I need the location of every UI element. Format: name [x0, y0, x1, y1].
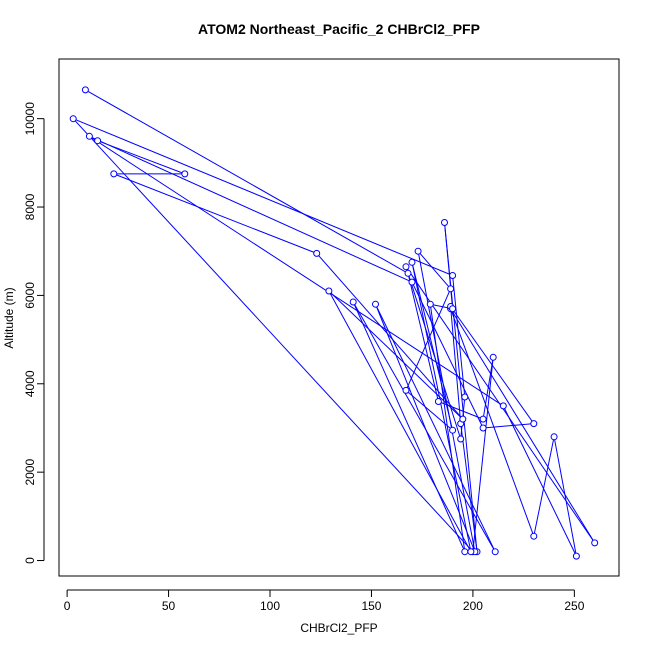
data-point — [426, 300, 434, 308]
data-point — [181, 170, 189, 178]
series-segment — [417, 251, 476, 552]
x-tick-label: 250 — [564, 599, 584, 613]
plot-area — [58, 58, 620, 577]
x-axis: 0 50 100 150 200 250 — [64, 589, 585, 613]
series-segment — [97, 140, 185, 175]
y-axis-label: Altitude (m) — [2, 287, 16, 348]
data-point — [110, 170, 118, 178]
series-segment — [450, 306, 462, 424]
data-point — [457, 435, 465, 443]
data-point — [461, 548, 469, 556]
series-segment — [411, 262, 472, 552]
series-segment — [483, 423, 534, 429]
series-segment — [375, 303, 496, 552]
series-segment — [438, 401, 484, 420]
data-point — [530, 420, 538, 428]
series-segment — [73, 118, 453, 276]
series-segment — [452, 275, 466, 398]
data-point — [449, 305, 457, 313]
data-point — [402, 263, 410, 271]
data-point — [69, 115, 77, 123]
y-axis: 0 2000 4000 6000 8000 10000 — [23, 102, 45, 564]
x-tick-label: 50 — [162, 599, 176, 613]
data-point — [449, 426, 457, 434]
series-segment — [450, 306, 535, 424]
series-segment — [89, 135, 413, 283]
series-segment — [375, 304, 476, 552]
data-point — [550, 433, 558, 441]
data-point — [449, 272, 457, 279]
data-point — [459, 415, 467, 423]
data-point — [414, 247, 422, 255]
data-point — [94, 137, 102, 145]
data-point — [479, 424, 487, 432]
data-point — [349, 298, 357, 306]
x-tick-label: 0 — [64, 599, 71, 613]
series-segment — [316, 253, 464, 420]
data-point — [325, 287, 333, 295]
series-lines — [72, 89, 596, 557]
data-point — [313, 249, 321, 257]
series-segment — [460, 423, 478, 552]
data-point — [408, 258, 416, 266]
data-point — [461, 393, 469, 401]
data-point — [499, 402, 507, 410]
series-segment — [72, 118, 474, 553]
data-point — [479, 415, 487, 423]
series-segment — [328, 290, 464, 420]
series-segment — [352, 301, 466, 552]
series-segment — [553, 436, 577, 557]
series-segment — [407, 273, 439, 402]
series-segment — [450, 308, 535, 537]
series-segment — [405, 288, 452, 391]
x-tick-label: 150 — [361, 599, 381, 613]
series-points — [69, 86, 599, 560]
data-point — [441, 219, 448, 226]
series-segment — [417, 250, 451, 290]
series-segment — [352, 301, 496, 552]
series-segment — [533, 436, 555, 537]
data-point — [591, 539, 599, 547]
series-segment — [411, 281, 484, 429]
y-tick-label: 4000 — [23, 370, 37, 397]
series-segment — [85, 89, 409, 274]
y-tick-label: 6000 — [23, 282, 37, 309]
series-segment — [89, 135, 504, 407]
x-axis-label: CHBrCl2_PFP — [300, 621, 377, 635]
data-point — [81, 86, 89, 94]
data-point — [402, 386, 410, 394]
y-tick-label: 2000 — [23, 459, 37, 486]
data-point — [404, 269, 412, 277]
data-point — [434, 398, 442, 405]
data-point — [467, 548, 475, 556]
chart-title: ATOM2 Northeast_Pacific_2 CHBrCl2_PFP — [198, 21, 480, 37]
data-point — [372, 300, 379, 308]
x-tick-label: 200 — [463, 599, 483, 613]
data-point — [447, 285, 455, 293]
data-point — [85, 132, 93, 140]
x-tick-label: 100 — [260, 599, 280, 613]
series-segment — [450, 308, 596, 544]
y-tick-label: 8000 — [23, 193, 37, 220]
series-segment — [502, 405, 577, 557]
series-segment — [482, 357, 494, 420]
series-segment — [113, 173, 317, 254]
series-segment — [405, 266, 462, 440]
data-point — [491, 548, 499, 556]
data-point — [572, 552, 580, 560]
y-tick-label: 10000 — [23, 102, 37, 136]
series-segment — [411, 262, 454, 431]
data-point — [530, 532, 538, 540]
series-segment — [444, 222, 454, 309]
series-segment — [472, 357, 494, 552]
data-point — [408, 278, 416, 286]
data-point — [489, 353, 497, 361]
plot-frame — [58, 58, 620, 577]
series-segment — [328, 290, 472, 552]
y-tick-label: 0 — [23, 557, 37, 564]
